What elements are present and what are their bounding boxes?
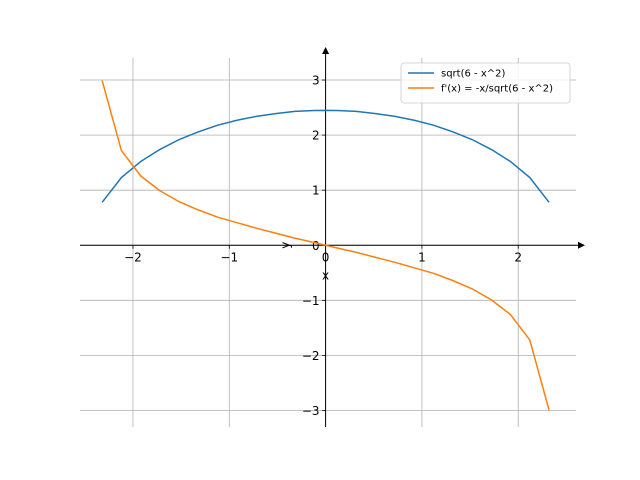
y-tick-label: −3 [302,404,320,418]
y-tick-label: 2 [312,129,320,143]
plot-area [101,80,550,411]
x-tick-label: 1 [418,250,426,264]
x-tick-label: −1 [220,250,238,264]
series-line-2 [101,80,550,411]
series-line-1 [101,109,550,203]
legend: sqrt(6 - x^2) f'(x) = -x/sqrt(6 - x^2) [400,62,571,104]
axis-labels: x y [279,242,330,283]
y-tick-label: 3 [312,74,320,88]
x-axis-arrowhead [578,241,585,249]
y-tick-label: −1 [302,294,320,308]
x-tick-label: 0 [322,250,330,264]
x-tick-label: 2 [514,250,522,264]
y-axis-label: y [279,242,293,249]
legend-label-2: f'(x) = -x/sqrt(6 - x^2) [441,84,553,95]
x-tick-label: −2 [124,250,142,264]
axes: −2 −1 0 1 2 −3 −2 −1 0 1 2 3 [80,47,585,427]
y-axis-arrowhead [322,47,330,54]
y-tick-label: −2 [302,349,320,363]
y-tick-label: 0 [312,239,320,253]
legend-box [400,62,571,104]
y-tick-label: 1 [312,184,320,198]
legend-label-1: sqrt(6 - x^2) [441,69,505,80]
x-axis-label: x [322,268,329,282]
